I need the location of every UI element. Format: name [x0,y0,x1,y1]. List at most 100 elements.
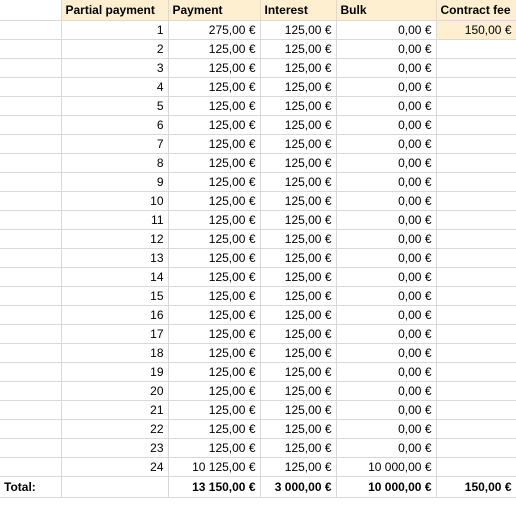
cell-partial-payment-number[interactable]: 4 [61,77,169,97]
cell-bulk[interactable]: 0,00 € [336,343,437,363]
cell-contract-fee[interactable] [436,286,516,306]
cell-partial-payment-number[interactable]: 10 [61,191,169,211]
cell-partial-payment-number[interactable]: 1 [61,20,169,40]
cell-bulk[interactable]: 0,00 € [336,115,437,135]
cell-contract-fee[interactable] [436,115,516,135]
cell-bulk[interactable]: 0,00 € [336,438,437,458]
cell-interest[interactable]: 125,00 € [260,400,337,420]
cell-a[interactable] [0,248,62,268]
cell-payment[interactable]: 125,00 € [168,438,261,458]
cell-a[interactable] [0,20,62,40]
cell-interest[interactable]: 125,00 € [260,362,337,382]
cell-interest[interactable]: 125,00 € [260,58,337,78]
cell-bulk[interactable]: 0,00 € [336,210,437,230]
cell-a[interactable] [0,229,62,249]
cell-bulk[interactable]: 0,00 € [336,381,437,401]
cell-partial-payment-number[interactable]: 18 [61,343,169,363]
cell-contract-fee[interactable] [436,381,516,401]
cell-bulk[interactable]: 0,00 € [336,286,437,306]
cell-interest[interactable]: 125,00 € [260,153,337,173]
cell-interest[interactable]: 125,00 € [260,343,337,363]
cell-partial-payment-number[interactable]: 12 [61,229,169,249]
cell-contract-fee[interactable] [436,96,516,116]
cell-payment[interactable]: 125,00 € [168,77,261,97]
cell-interest[interactable]: 125,00 € [260,248,337,268]
cell-payment[interactable]: 125,00 € [168,419,261,439]
cell-contract-fee[interactable] [436,172,516,192]
cell-partial-payment-number[interactable]: 7 [61,134,169,154]
cell-partial-payment-number[interactable]: 17 [61,324,169,344]
header-partial-payment[interactable]: Partial payment [61,0,169,21]
cell-payment[interactable]: 125,00 € [168,400,261,420]
cell-interest[interactable]: 125,00 € [260,39,337,59]
cell-a[interactable] [0,362,62,382]
cell-payment[interactable]: 125,00 € [168,58,261,78]
cell-interest[interactable]: 125,00 € [260,20,337,40]
cell-payment[interactable]: 125,00 € [168,343,261,363]
cell-contract-fee[interactable] [436,267,516,287]
cell-interest[interactable]: 125,00 € [260,96,337,116]
cell-a[interactable] [0,153,62,173]
cell-interest[interactable]: 125,00 € [260,438,337,458]
cell-interest[interactable]: 125,00 € [260,172,337,192]
cell-payment[interactable]: 275,00 € [168,20,261,40]
cell-bulk[interactable]: 0,00 € [336,172,437,192]
cell-a[interactable] [0,267,62,287]
cell-partial-payment-number[interactable]: 16 [61,305,169,325]
cell-payment[interactable]: 125,00 € [168,362,261,382]
cell-bulk[interactable]: 0,00 € [336,400,437,420]
cell-contract-fee[interactable] [436,77,516,97]
cell-a[interactable] [0,172,62,192]
cell-a[interactable] [0,400,62,420]
cell-interest[interactable]: 125,00 € [260,191,337,211]
cell-payment[interactable]: 125,00 € [168,267,261,287]
cell-payment[interactable]: 125,00 € [168,305,261,325]
cell-bulk[interactable]: 0,00 € [336,96,437,116]
cell-interest[interactable]: 125,00 € [260,267,337,287]
cell-a[interactable] [0,39,62,59]
cell-a[interactable] [0,134,62,154]
cell-partial-payment-number[interactable]: 14 [61,267,169,287]
cell-interest[interactable]: 125,00 € [260,305,337,325]
cell-partial-payment-number[interactable]: 9 [61,172,169,192]
cell-contract-fee[interactable] [436,191,516,211]
cell-interest[interactable]: 125,00 € [260,419,337,439]
cell-payment[interactable]: 125,00 € [168,229,261,249]
cell-a[interactable] [0,343,62,363]
cell-contract-fee[interactable] [436,457,516,477]
cell-partial-payment-number[interactable]: 8 [61,153,169,173]
cell-interest[interactable]: 125,00 € [260,210,337,230]
cell-partial-payment-number[interactable]: 2 [61,39,169,59]
total-bulk[interactable]: 10 000,00 € [336,475,437,498]
cell-interest[interactable]: 125,00 € [260,286,337,306]
cell-a[interactable] [0,58,62,78]
cell-contract-fee[interactable] [436,153,516,173]
cell-a[interactable] [0,286,62,306]
cell-a[interactable] [0,115,62,135]
cell-contract-fee[interactable] [436,400,516,420]
cell-contract-fee[interactable] [436,419,516,439]
cell-partial-payment-number[interactable]: 5 [61,96,169,116]
cell-contract-fee[interactable] [436,39,516,59]
cell-bulk[interactable]: 0,00 € [336,58,437,78]
cell-a[interactable] [0,438,62,458]
cell-contract-fee[interactable] [436,324,516,344]
cell-bulk[interactable]: 0,00 € [336,77,437,97]
cell-partial-payment-number[interactable]: 20 [61,381,169,401]
cell-interest[interactable]: 125,00 € [260,457,337,477]
cell-partial-payment-number[interactable]: 15 [61,286,169,306]
cell-payment[interactable]: 125,00 € [168,115,261,135]
header-interest[interactable]: Interest [260,0,337,21]
cell-bulk[interactable]: 0,00 € [336,267,437,287]
cell-bulk[interactable]: 0,00 € [336,229,437,249]
cell-a[interactable] [0,191,62,211]
cell-bulk[interactable]: 10 000,00 € [336,457,437,477]
cell-bulk[interactable]: 0,00 € [336,324,437,344]
cell-partial-payment-number[interactable]: 24 [61,457,169,477]
cell-partial-payment-number[interactable]: 11 [61,210,169,230]
cell-payment[interactable]: 125,00 € [168,39,261,59]
cell-a[interactable] [0,324,62,344]
cell-interest[interactable]: 125,00 € [260,77,337,97]
cell-payment[interactable]: 125,00 € [168,381,261,401]
cell-bulk[interactable]: 0,00 € [336,191,437,211]
